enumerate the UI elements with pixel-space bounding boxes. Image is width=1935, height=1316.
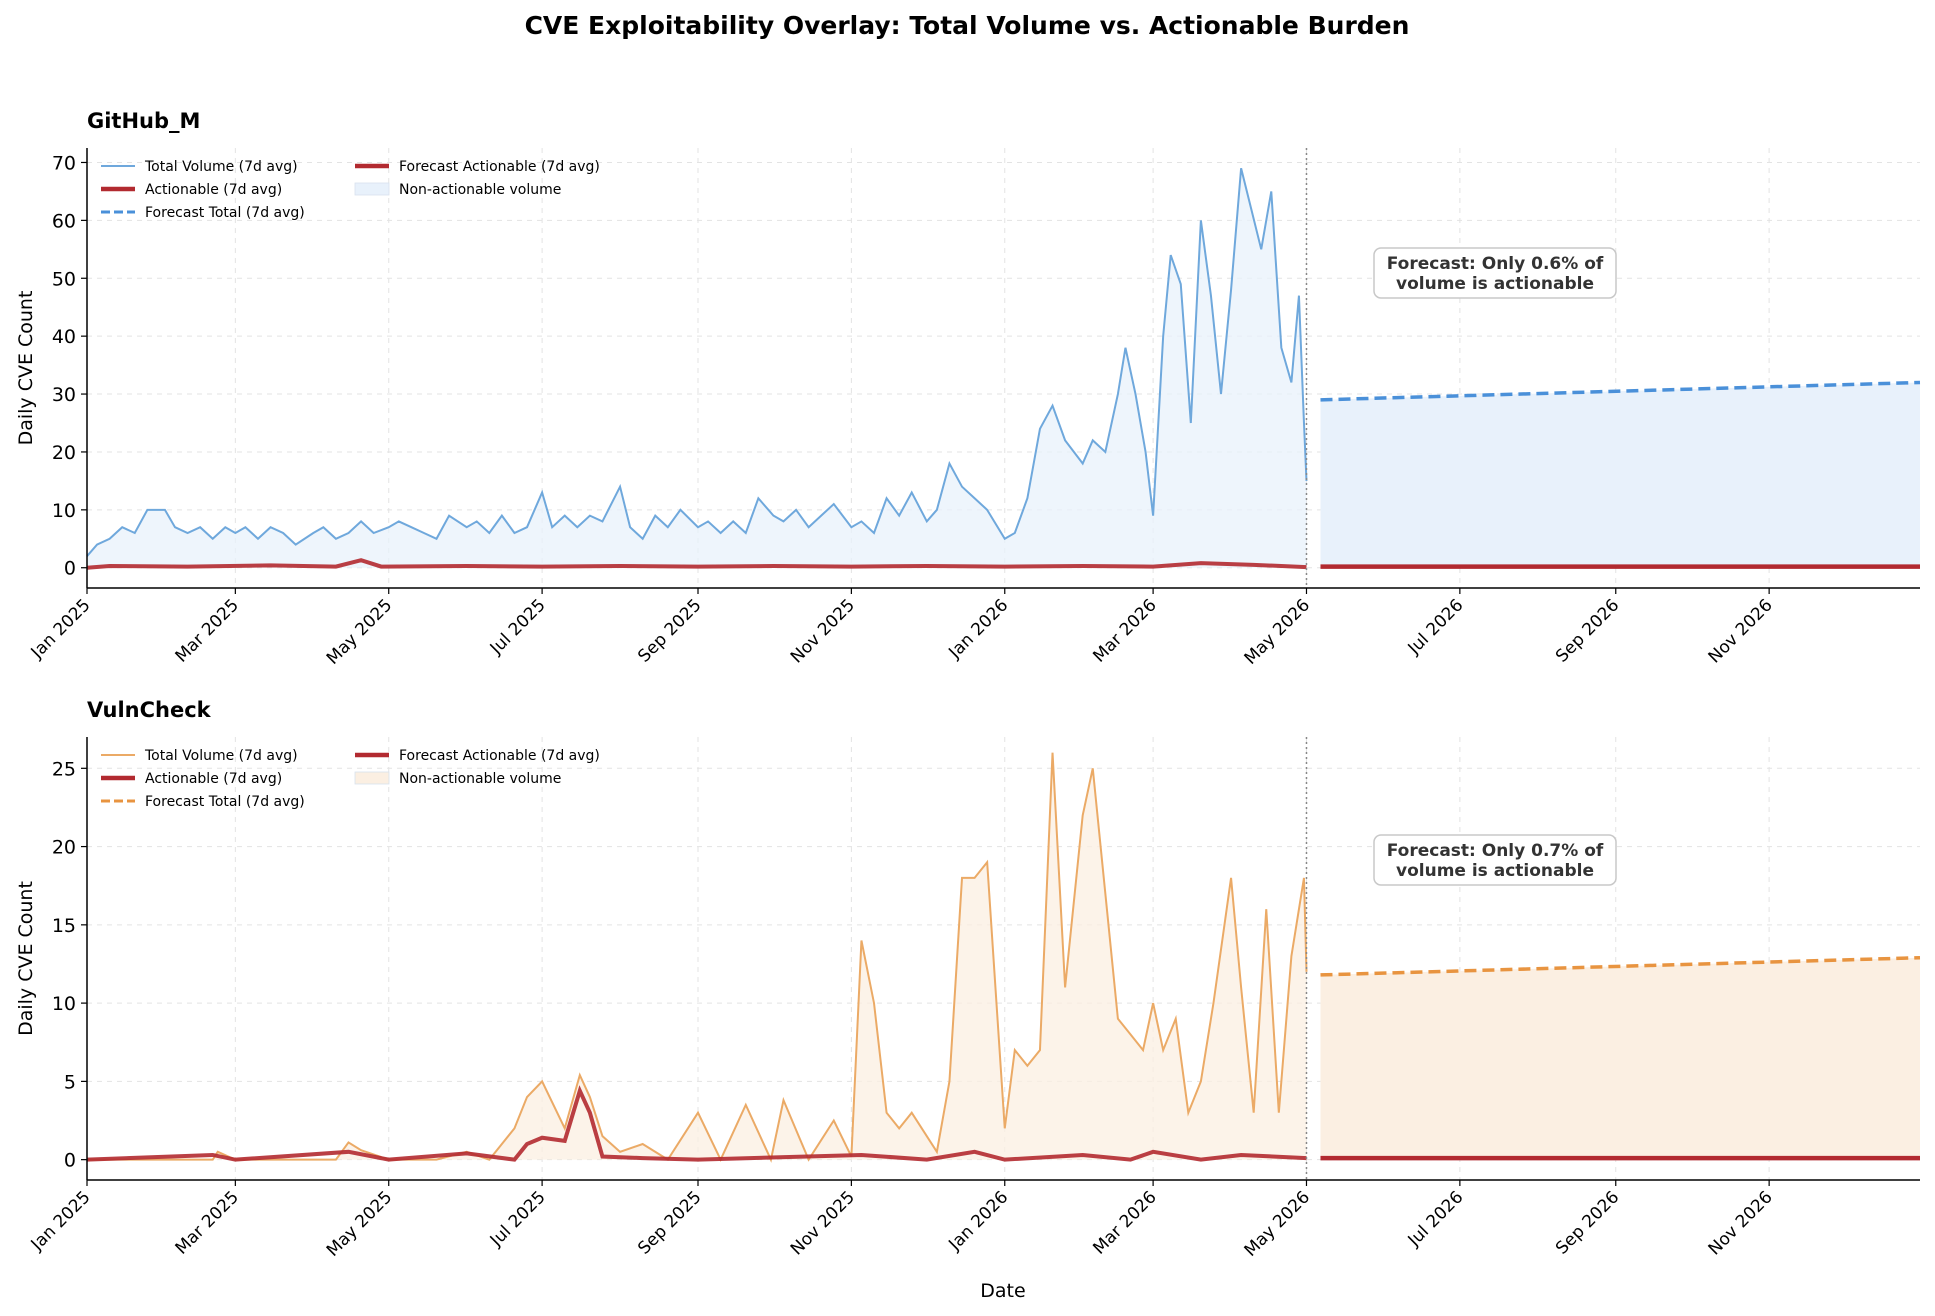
x-tick-label: Nov 2026: [1705, 595, 1777, 667]
legend-label: Total Volume (7d avg): [144, 159, 298, 175]
grid-lines: [86, 737, 1920, 1180]
legend-item: Forecast Actionable (7d avg): [355, 748, 600, 764]
x-tick-label: May 2026: [1241, 1187, 1314, 1260]
legend-swatch: [354, 182, 390, 196]
y-tick-label: 0: [64, 558, 76, 580]
legend-label: Non-actionable volume: [399, 182, 561, 198]
x-tick-label: Jan 2025: [27, 1187, 95, 1255]
x-tick-label: Sep 2026: [1552, 1187, 1623, 1258]
figure-x-axis-label: Date: [980, 1280, 1025, 1302]
panel-vulncheck: 0 5 10 15 20 25 Jan 2025 Mar 2025 May 2025 Jul 20…: [15, 698, 1921, 1261]
legend-item: Non-actionable volume: [354, 182, 561, 198]
forecast-total-line: [1320, 955, 1921, 977]
x-tick-label: Jan 2026: [944, 595, 1012, 663]
panel-title: GitHub_M: [87, 109, 200, 133]
y-tick-label: 20: [52, 837, 76, 859]
y-tick-label: 15: [52, 915, 76, 937]
total-volume-line: [86, 168, 1308, 557]
legend-label: Total Volume (7d avg): [144, 748, 298, 764]
x-tick-label: Jul 2025: [486, 595, 550, 659]
y-tick-label: 10: [52, 500, 76, 522]
x-tick-label: May 2025: [323, 1187, 396, 1260]
non-actionable-area: [87, 168, 1307, 568]
y-tick-label: 10: [52, 993, 76, 1015]
y-tick-label: 0: [64, 1150, 76, 1172]
legend-label: Forecast Actionable (7d avg): [399, 748, 600, 764]
panel-title: VulnCheck: [87, 698, 212, 722]
y-tick-label: 50: [52, 268, 76, 290]
annotation-box: [1373, 834, 1617, 886]
forecast-total-line: [1320, 380, 1921, 402]
x-tick-label: Mar 2025: [172, 1187, 243, 1258]
x-tick-label: Mar 2025: [172, 595, 243, 666]
legend-swatch: [354, 771, 390, 785]
x-tick-label: Nov 2026: [1705, 1187, 1777, 1259]
x-tick-label: Mar 2026: [1089, 1187, 1160, 1258]
legend-item: Forecast Total (7d avg): [101, 794, 305, 810]
annotation-text: Forecast: Only 0.6% of: [1387, 254, 1604, 274]
y-tick-label: 40: [52, 326, 76, 348]
legend: Total Volume (7d avg) Actionable (7d avg)…: [101, 748, 600, 810]
figure-title: CVE Exploitability Overlay: Total Volume…: [525, 11, 1410, 40]
x-tick-label: Nov 2025: [787, 1187, 859, 1259]
x-tick-label: Sep 2025: [634, 595, 705, 666]
legend-label: Forecast Total (7d avg): [145, 205, 305, 221]
grid-lines: [86, 148, 1920, 588]
legend-item: Total Volume (7d avg): [101, 748, 298, 764]
x-tick-label: Jan 2026: [944, 1187, 1012, 1255]
legend-item: Forecast Actionable (7d avg): [355, 159, 600, 175]
x-tick-label: Nov 2025: [787, 595, 859, 667]
legend-item: Actionable (7d avg): [101, 771, 282, 787]
legend-item: Actionable (7d avg): [101, 182, 282, 198]
x-tick-label: Sep 2026: [1552, 595, 1623, 666]
non-actionable-area: [87, 752, 1307, 1160]
x-tick-label: Jul 2026: [1404, 595, 1468, 659]
y-axis-label: Daily CVE Count: [15, 881, 37, 1036]
legend-label: Forecast Actionable (7d avg): [399, 159, 600, 175]
forecast-non-actionable-area: [1320, 382, 1920, 567]
y-tick-label: 5: [64, 1071, 76, 1093]
x-tick-label: Sep 2025: [634, 1187, 705, 1258]
x-tick-label: May 2026: [1241, 595, 1314, 668]
panel-github-m: 0 10 20 30 40 50 60 70 Jan 2025 Mar 2025 May 2025 J…: [15, 109, 1921, 669]
x-tick-label: Jul 2026: [1404, 1187, 1468, 1251]
y-tick-label: 25: [52, 758, 76, 780]
y-tick-label: 70: [52, 152, 76, 174]
annotation-text: volume is actionable: [1396, 861, 1594, 881]
x-tick-label: Jul 2025: [486, 1187, 550, 1251]
legend-item: Forecast Total (7d avg): [101, 205, 305, 221]
legend-label: Non-actionable volume: [399, 771, 561, 787]
x-tick-label: Jan 2025: [27, 595, 95, 663]
actionable-line: [86, 1085, 1307, 1162]
y-axis-label: Daily CVE Count: [15, 291, 37, 446]
legend: Total Volume (7d avg) Actionable (7d avg)…: [101, 159, 600, 221]
forecast-non-actionable-area: [1320, 957, 1920, 1159]
legend-label: Actionable (7d avg): [145, 182, 282, 198]
x-tick-label: Mar 2026: [1089, 595, 1160, 666]
x-tick-label: May 2025: [323, 595, 396, 668]
y-tick-label: 20: [52, 442, 76, 464]
y-tick-label: 30: [52, 384, 76, 406]
annotation-box: [1373, 247, 1617, 299]
annotation-text: volume is actionable: [1396, 274, 1594, 294]
total-volume-line: [87, 752, 1308, 1163]
actionable-line: [86, 558, 1307, 570]
legend-item: Total Volume (7d avg): [101, 159, 298, 175]
y-tick-label: 60: [52, 210, 76, 232]
legend-label: Actionable (7d avg): [145, 771, 282, 787]
annotation-text: Forecast: Only 0.7% of: [1387, 841, 1604, 861]
legend-label: Forecast Total (7d avg): [145, 794, 305, 810]
legend-item: Non-actionable volume: [354, 771, 561, 787]
